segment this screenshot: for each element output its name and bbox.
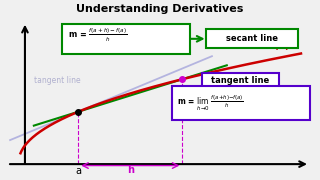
Text: m = $\lim_{h \to 0}$ $\frac{f(a+h)-f(a)}{h}$: m = $\lim_{h \to 0}$ $\frac{f(a+h)-f(a)}… (177, 93, 244, 113)
Text: secant line: secant line (226, 34, 278, 43)
FancyBboxPatch shape (172, 86, 310, 120)
FancyBboxPatch shape (206, 29, 298, 48)
Text: f(x): f(x) (271, 40, 291, 50)
Text: tangent line: tangent line (34, 76, 80, 85)
FancyBboxPatch shape (62, 24, 190, 54)
Title: Understanding Derivatives: Understanding Derivatives (76, 4, 244, 14)
FancyBboxPatch shape (202, 73, 279, 88)
Text: h: h (127, 165, 134, 175)
Text: a: a (76, 166, 81, 176)
Text: m = $\frac{f(a+h)-f(a)}{h}$: m = $\frac{f(a+h)-f(a)}{h}$ (68, 27, 127, 44)
Text: tangent line: tangent line (211, 76, 269, 85)
